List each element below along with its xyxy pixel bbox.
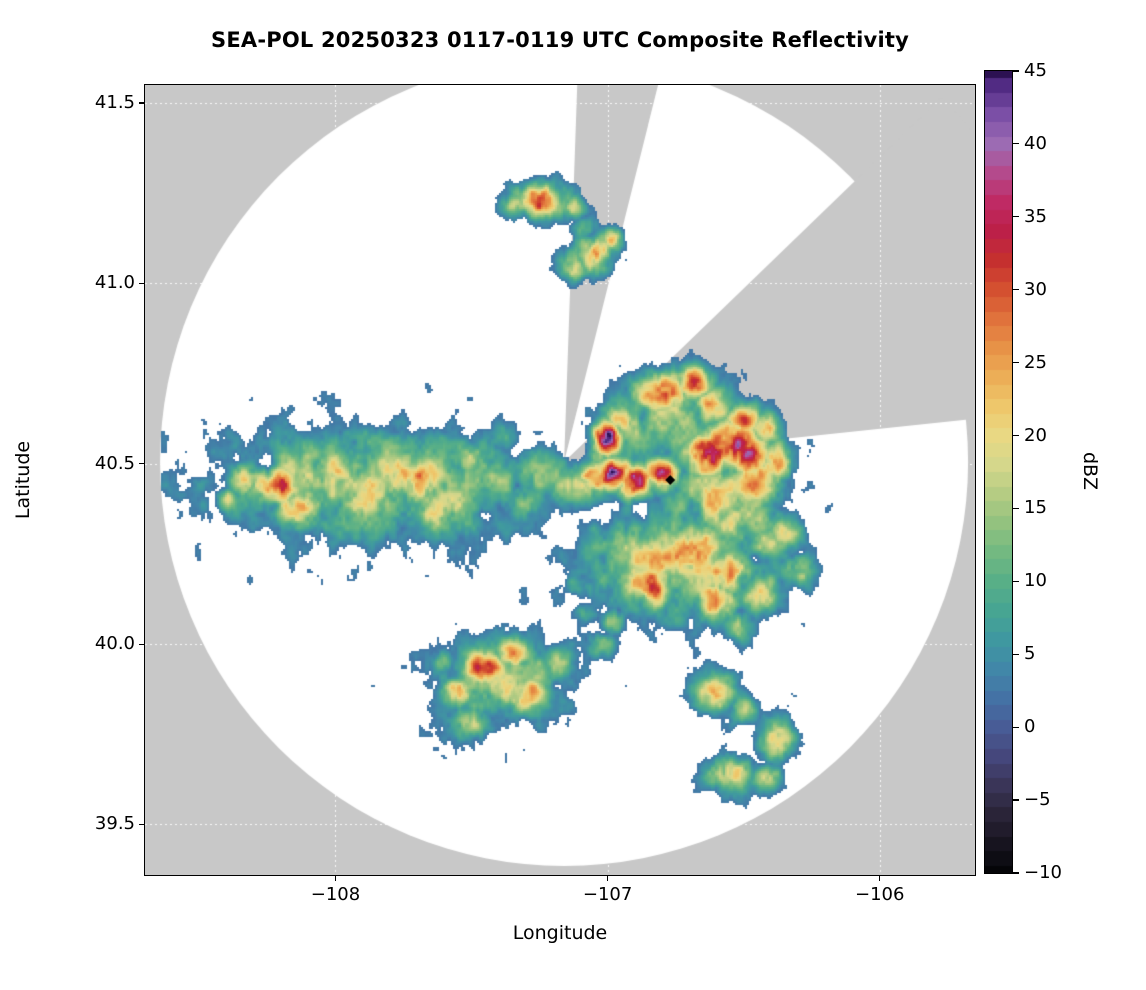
colorbar-tick-mark [1013,653,1019,655]
y-tick-label: 40.0 [94,633,135,655]
colorbar-tick-label: 25 [1024,351,1047,373]
colorbar [984,70,1013,874]
y-tick-mark [139,823,145,826]
colorbar-tick-label: −10 [1024,862,1062,883]
colorbar-tick-mark [1013,143,1019,145]
x-axis-label: Longitude [512,922,608,944]
colorbar-tick-label: 35 [1024,205,1047,227]
colorbar-tick-label: −5 [1024,789,1051,811]
y-tick-label: 39.5 [94,813,135,835]
colorbar-tick-mark [1013,434,1019,437]
colorbar-tick-label: 15 [1024,497,1047,519]
colorbar-tick-label: 20 [1024,424,1047,446]
colorbar-tick-mark [1013,799,1019,801]
colorbar-tick-mark [1013,216,1019,218]
chart-title: SEA-POL 20250323 0117-0119 UTC Composite… [211,28,909,52]
colorbar-tick-mark [1013,872,1019,874]
y-axis-label: Latitude [6,85,40,875]
plot-area [144,84,976,876]
y-tick-mark [139,463,145,465]
x-tick-mark [879,875,881,881]
colorbar-tick-label: 30 [1024,278,1047,300]
y-tick-mark [139,643,145,645]
y-tick-label: 40.5 [94,452,135,474]
x-tick-mark [334,875,337,881]
radar-reflectivity-canvas [145,85,975,875]
x-tick-label: −107 [582,884,633,905]
x-tick-label: −106 [855,884,905,905]
colorbar-tick-mark [1013,580,1019,582]
colorbar-tick-label: 45 [1024,60,1047,81]
colorbar-tick-mark [1013,70,1019,72]
x-tick-mark [607,875,609,881]
colorbar-tick-mark [1013,507,1019,510]
colorbar-label: dBZ [1068,70,1112,872]
y-axis-label-text: Latitude [12,440,35,520]
colorbar-tick-label: 5 [1024,643,1036,665]
colorbar-gradient [985,71,1012,873]
y-tick-label: 41.5 [94,92,135,114]
colorbar-tick-mark [1013,726,1019,728]
colorbar-tick-mark [1013,289,1019,291]
colorbar-label-text: dBZ [1079,451,1101,491]
y-tick-label: 41.0 [94,272,135,294]
colorbar-tick-mark [1013,362,1019,364]
y-tick-mark [139,282,145,284]
colorbar-tick-label: 40 [1024,132,1047,154]
colorbar-tick-label: 0 [1024,716,1036,738]
colorbar-tick-label: 10 [1024,570,1047,592]
y-tick-mark [139,102,145,104]
x-tick-label: −108 [310,884,361,905]
